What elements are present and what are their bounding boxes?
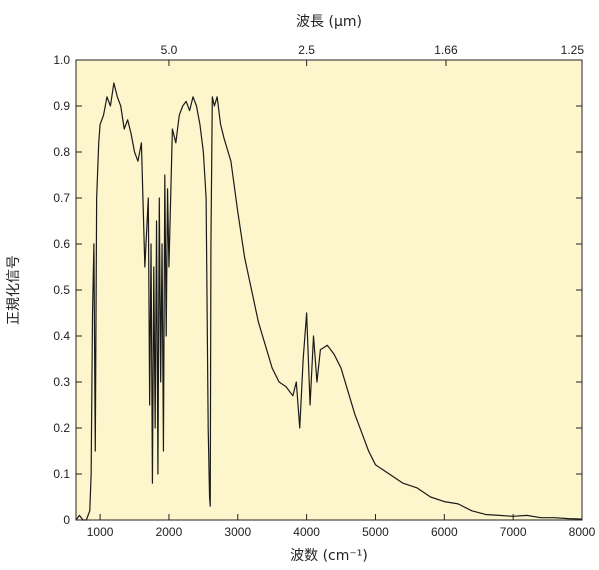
x-tick-label: 8000 [569, 525, 596, 539]
x-tick-label: 7000 [500, 525, 527, 539]
y-tick-label: 0 [63, 513, 70, 527]
top-axis-title: 波長 (µm) [296, 14, 362, 30]
y-tick-label: 0.1 [53, 467, 70, 481]
x-tick-label: 6000 [431, 525, 458, 539]
spectrum-line-0 [75, 82, 583, 521]
x-tick-label: 3000 [224, 525, 251, 539]
top-axis: 5.0 2.5 1.66 1.25 [161, 43, 585, 66]
x-tick-label: 1000 [87, 525, 114, 539]
x-tick-label: 4000 [293, 525, 320, 539]
top-tick-label: 1.66 [434, 43, 458, 57]
y-tick-label: 0.3 [53, 375, 70, 389]
data-marks [75, 82, 583, 521]
y-axis-title: 正規化信号 [6, 255, 22, 325]
y-axis: 0 0.1 0.2 0.3 0.4 0.5 0.6 0.7 0.8 0.9 1.0 [53, 53, 582, 527]
y-tick-label: 0.7 [53, 191, 70, 205]
y-tick-label: 1.0 [53, 53, 70, 67]
y-tick-label: 0.8 [53, 145, 70, 159]
y-tick-label: 0.6 [53, 237, 70, 251]
x-axis-title: 波数 (cm⁻¹) [290, 548, 368, 564]
y-tick-label: 0.9 [53, 99, 70, 113]
top-tick-label: 1.25 [561, 43, 585, 57]
y-tick-label: 0.5 [53, 283, 70, 297]
y-tick-label: 0.2 [53, 421, 70, 435]
x-axis: 1000 2000 3000 4000 5000 6000 7000 8000 [87, 514, 596, 539]
x-tick-label: 2000 [156, 525, 183, 539]
top-tick-label: 5.0 [161, 43, 178, 57]
top-tick-label: 2.5 [298, 43, 315, 57]
y-tick-label: 0.4 [53, 329, 70, 343]
x-tick-label: 5000 [362, 525, 389, 539]
